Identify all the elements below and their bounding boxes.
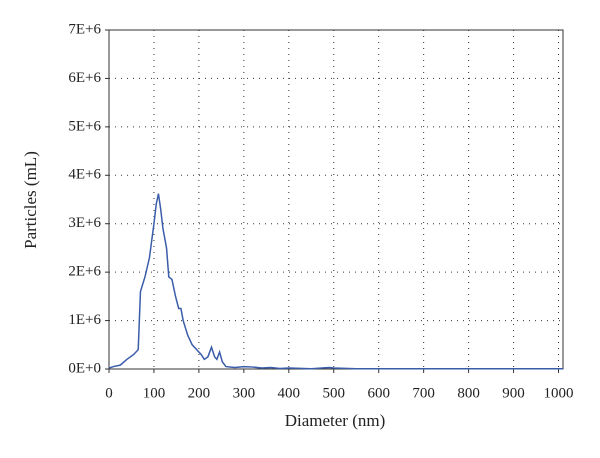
x-tick-label: 800 [457,385,480,401]
x-tick-label: 700 [412,385,435,401]
x-tick-label: 900 [502,385,525,401]
y-tick-label: 6E+6 [68,70,101,86]
x-tick-label: 500 [323,385,346,401]
data-line [108,193,563,370]
y-axis-label: Particles (mL) [21,151,40,249]
x-tick-label: 200 [188,385,211,401]
x-tick-label: 300 [233,385,256,401]
y-tick-label: 4E+6 [68,167,101,183]
y-tick-label: 2E+6 [68,264,101,280]
x-tick-label: 600 [367,385,390,401]
y-tick-label: 7E+6 [68,21,101,37]
y-tick-label: 3E+6 [68,215,101,231]
x-tick-label: 1000 [544,385,574,401]
y-tick-label: 5E+6 [68,118,101,134]
x-tick-label: 0 [105,385,113,401]
x-tick-label: 100 [143,385,166,401]
y-tick-label: 1E+6 [68,312,101,328]
plot-frame [108,29,564,370]
x-axis-label: Diameter (nm) [285,411,386,430]
y-tick-label: 0E+0 [68,360,101,376]
x-tick-label: 400 [278,385,301,401]
